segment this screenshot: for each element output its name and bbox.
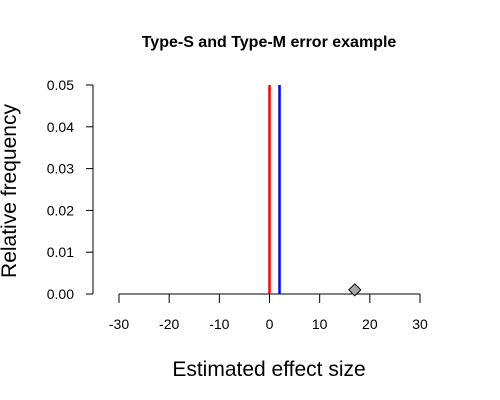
y-tick-label: 0.00 xyxy=(47,286,74,302)
x-tick-label: 30 xyxy=(412,316,428,332)
x-tick-label: -10 xyxy=(209,316,229,332)
x-axis-label: Estimated effect size xyxy=(172,358,365,381)
y-axis-label: Relative frequency xyxy=(0,104,21,278)
y-tick-label: 0.03 xyxy=(47,161,74,177)
y-tick-label: 0.04 xyxy=(47,119,74,135)
x-tick-label: 10 xyxy=(312,316,328,332)
diamond-marker xyxy=(348,283,362,297)
x-tick-label: 0 xyxy=(266,316,274,332)
y-tick-label: 0.05 xyxy=(47,77,74,93)
y-axis: 0.00 0.01 0.02 0.03 0.04 0.05 xyxy=(47,77,94,302)
x-axis: -30 -20 -10 0 10 20 30 xyxy=(109,293,428,332)
y-tick-label: 0.01 xyxy=(47,244,74,260)
y-tick-label: 0.02 xyxy=(47,202,74,218)
x-tick-label: -20 xyxy=(159,316,179,332)
data-points xyxy=(348,283,362,297)
x-tick-label: 20 xyxy=(362,316,378,332)
x-tick-label: -30 xyxy=(109,316,129,332)
reference-lines xyxy=(268,85,281,294)
chart-title: Type-S and Type-M error example xyxy=(142,34,397,51)
